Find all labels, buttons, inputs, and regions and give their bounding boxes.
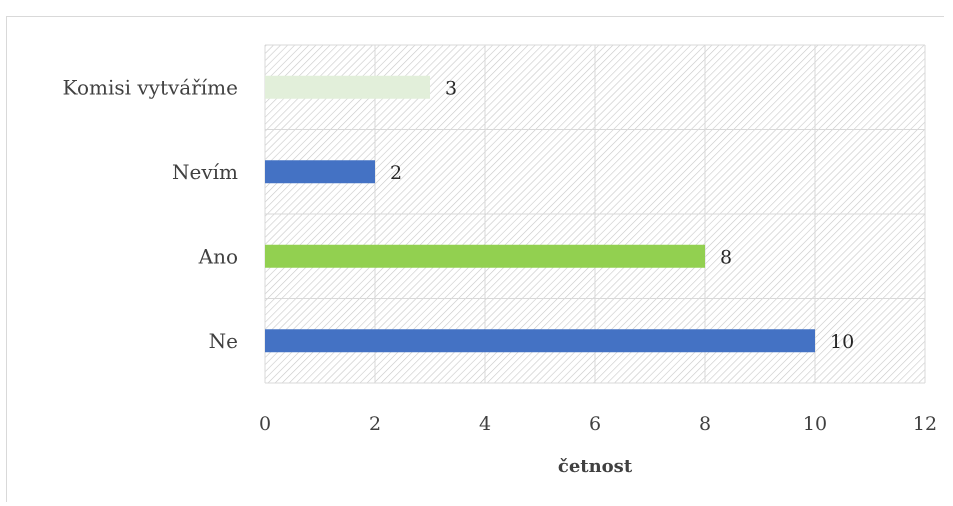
bar — [265, 329, 815, 353]
chart-frame — [6, 16, 944, 502]
x-tick-label: 6 — [589, 413, 601, 435]
x-tick-label: 12 — [913, 413, 937, 435]
bar — [265, 75, 430, 99]
category-label: Ne — [209, 329, 238, 353]
bars — [265, 75, 815, 353]
bar — [265, 160, 375, 184]
data-label: 8 — [720, 246, 732, 268]
gridlines — [264, 44, 926, 384]
category-label: Ano — [198, 244, 238, 268]
category-labels: Komisi vytváříme Nevím Ano Ne — [63, 75, 238, 353]
x-tick-label: 4 — [479, 413, 491, 435]
x-tick-label: 2 — [369, 413, 381, 435]
data-labels: 3 2 8 10 — [390, 77, 854, 353]
category-label: Komisi vytváříme — [63, 75, 238, 99]
x-tick-labels: 0 2 4 6 8 10 12 — [259, 413, 937, 435]
data-label: 3 — [445, 77, 457, 99]
data-label: 10 — [830, 331, 854, 353]
x-tick-label: 10 — [803, 413, 827, 435]
x-tick-label: 0 — [259, 413, 271, 435]
data-label: 2 — [390, 162, 402, 184]
x-tick-label: 8 — [699, 413, 711, 435]
bar — [265, 244, 705, 268]
x-axis-title: četnost — [558, 456, 633, 477]
category-label: Nevím — [172, 160, 238, 184]
